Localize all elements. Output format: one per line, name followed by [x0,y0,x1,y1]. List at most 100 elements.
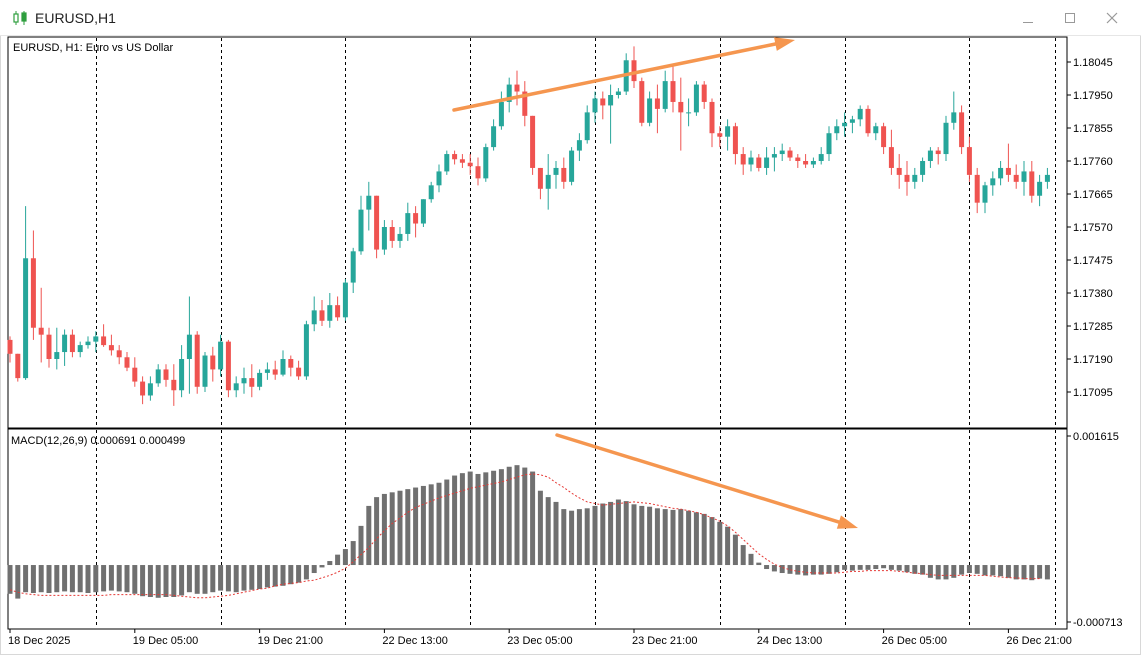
macd-bar [163,565,169,597]
price-tick-label: 1.17665 [1073,189,1113,201]
candle [342,279,348,321]
time-tick-label: 23 Dec 21:00 [632,635,697,647]
macd-bar [436,482,442,566]
minimize-button[interactable] [1013,6,1043,30]
macd-bar [54,565,60,593]
macd-bar [1021,565,1027,580]
candle-body [771,154,777,158]
candle-body [459,159,465,163]
macd-label: MACD(12,26,9) 0.000691 0.000499 [11,435,185,447]
candle [654,84,660,134]
macd-bar [771,565,777,572]
candle [452,150,458,165]
price-tick-label: 1.17380 [1073,288,1113,300]
candle [420,199,426,227]
candle-body [186,334,192,359]
macd-bar [101,565,107,592]
candle [537,167,543,200]
candle-body [483,147,489,179]
macd-divergence-arrow[interactable] [555,433,858,529]
macd-bar [30,565,36,593]
macd-bar [249,565,255,590]
candle [116,345,122,365]
candle-body [615,91,621,95]
candle [522,81,528,127]
macd-bar [810,565,816,575]
price-tick-label: 1.17190 [1073,354,1113,366]
candle [803,154,809,168]
maximize-button[interactable] [1055,6,1085,30]
macd-axis: 0.001615 -0.000713 [1067,431,1123,629]
candle [296,360,302,380]
candle [93,331,99,353]
macd-bar [241,565,247,591]
candle [592,91,598,123]
macd-bar [452,475,458,566]
candle-body [693,84,699,113]
candle-body [467,162,473,167]
macd-bar [896,565,902,571]
macd-signal-line [9,473,1040,599]
time-axis: 18 Dec 2025 19 Dec 05:00 19 Dec 21:00 22 De… [8,629,1072,647]
candle-body [1021,171,1027,182]
candle-body [93,336,99,342]
macd-bar [1029,565,1035,581]
price-trend-arrow[interactable] [452,37,795,112]
candle-body [654,98,660,109]
candle [264,362,270,380]
candle [693,81,699,116]
candle-body [381,227,387,250]
macd-bar [467,471,473,566]
candle [764,147,770,175]
macd-bar [764,565,770,570]
macd-bar [335,554,341,566]
candle-body [69,334,75,353]
candle [974,167,980,214]
candle [483,143,489,182]
candle [1029,161,1035,203]
macd-bar [740,545,746,566]
macd-bar [1005,565,1011,578]
candle-body [15,353,21,379]
candle [428,181,434,203]
macd-bar [818,565,824,575]
candle [366,181,372,231]
close-button[interactable] [1097,6,1127,30]
candle-body [888,147,894,168]
candle [959,105,965,155]
macd-chart-border [7,428,1068,630]
candle-body [787,150,793,158]
candle-body [576,140,582,151]
candle [865,105,871,137]
candle [179,345,185,398]
candle-body [686,112,692,114]
macd-bar [857,565,863,570]
macd-bar [631,504,637,566]
macd-bar [420,485,426,566]
candle-body [927,150,933,161]
candle [62,329,68,366]
candle-body [584,112,590,141]
macd-bar [381,493,387,566]
candle [935,147,941,165]
macd-bar [319,565,325,568]
candle [69,329,75,358]
macd-bar [116,565,122,592]
candle-body [38,327,44,335]
candle-body [241,378,247,384]
candle [849,115,855,134]
macd-bar [233,565,239,593]
macd-bar [654,508,660,566]
chart-canvas[interactable]: 1.18045 1.17950 1.17855 1.17760 1.17665 1.175… [0,36,1141,655]
candle-body [670,81,676,102]
macd-bar [873,565,879,570]
macd-bar [397,490,403,566]
candle [358,195,364,255]
candle-body [857,108,863,120]
macd-bar [506,466,512,566]
candle-body [849,119,855,123]
candle [77,341,83,358]
candle-body [46,334,52,359]
macd-bar [990,565,996,576]
macd-bar [842,565,848,570]
